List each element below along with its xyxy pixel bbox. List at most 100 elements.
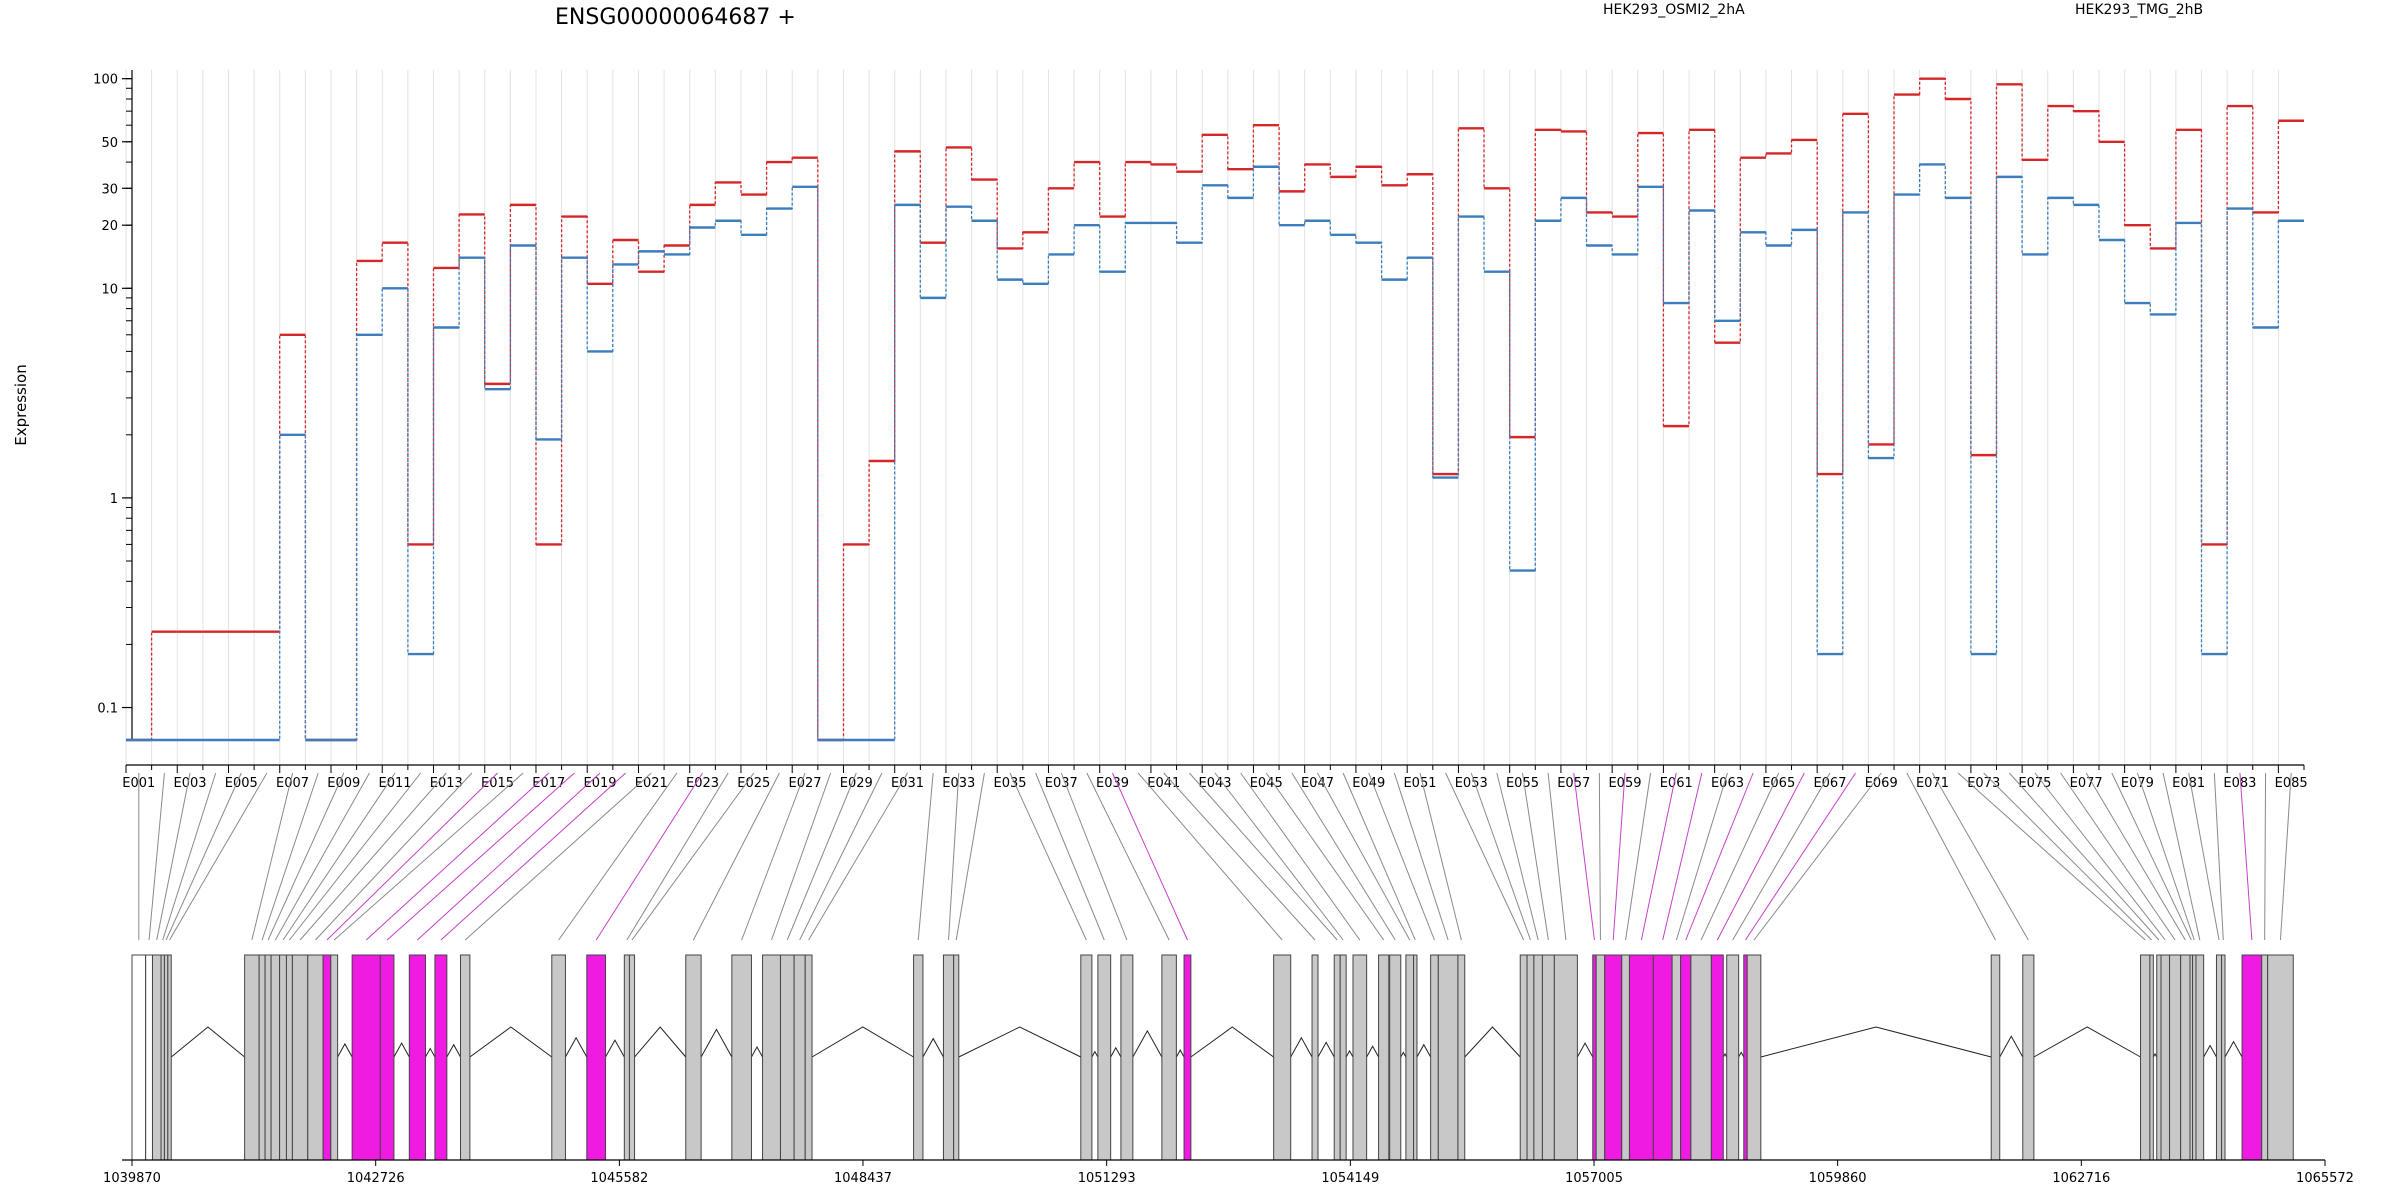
- exon-block: [586, 954, 607, 1161]
- intron-line: [1366, 1045, 1380, 1058]
- exon-connector: [1957, 772, 2146, 941]
- exon-block: [685, 954, 702, 1161]
- intron-line: [393, 1042, 410, 1058]
- exon-block: [2215, 954, 2223, 1161]
- exon-block: [322, 954, 332, 1161]
- exon-connector: [2239, 772, 2253, 941]
- exon-connector: [1598, 772, 1601, 941]
- y-tick-label: 100: [93, 73, 118, 88]
- genome-tick-label: 1045582: [590, 1171, 648, 1186]
- x-tick-label: E041: [1147, 776, 1180, 791]
- intron-line: [1464, 1026, 1521, 1058]
- intron-line: [605, 1039, 625, 1058]
- intron-line: [2033, 1026, 2141, 1058]
- exon-block: [1690, 954, 1712, 1161]
- exon-block: [1430, 954, 1439, 1161]
- exon-connector: [1685, 772, 1754, 941]
- exon-connector: [2213, 772, 2224, 941]
- x-tick-label: E043: [1198, 776, 1231, 791]
- chart-title: ENSG00000064687 +: [555, 5, 796, 30]
- exon-block: [1352, 954, 1368, 1161]
- exon-connector: [1189, 772, 1338, 941]
- genome-tick-label: 1062716: [2052, 1171, 2110, 1186]
- x-tick-label: E025: [737, 776, 770, 791]
- exon-connector: [1342, 772, 1416, 941]
- exon-connector: [1547, 772, 1567, 941]
- exon-connector: [299, 772, 447, 941]
- exon-connector: [1009, 772, 1087, 941]
- exon-connector: [692, 772, 780, 941]
- x-tick-label: E035: [993, 776, 1026, 791]
- exon-connector: [1573, 772, 1595, 941]
- exon-block: [379, 954, 395, 1161]
- exon-block: [953, 954, 960, 1161]
- y-tick-label: 50: [101, 136, 118, 151]
- exon-block: [1097, 954, 1112, 1161]
- exon-connector: [251, 772, 294, 941]
- y-tick-label: 0.1: [97, 702, 118, 717]
- exon-connector: [626, 772, 729, 941]
- x-tick-label: E039: [1096, 776, 1129, 791]
- exon-block: [459, 954, 471, 1161]
- exon-block: [160, 954, 165, 1161]
- exon-connector: [326, 772, 498, 941]
- exon-block: [2149, 954, 2154, 1161]
- exon-block: [264, 954, 272, 1161]
- exon-block: [351, 954, 381, 1161]
- exon-block: [762, 954, 781, 1161]
- exon-block: [2169, 954, 2182, 1161]
- exon-connector: [282, 772, 396, 941]
- exon-connector: [2188, 772, 2220, 941]
- exon-connector: [1470, 772, 1531, 941]
- exon-block: [270, 954, 281, 1161]
- x-tick-label: E013: [430, 776, 463, 791]
- exon-connector: [333, 772, 524, 941]
- exon-connector: [2085, 772, 2186, 941]
- x-tick-label: E017: [532, 776, 565, 791]
- exon-connector: [2264, 772, 2267, 941]
- exon-connector: [2279, 772, 2292, 941]
- intron-line: [1738, 1051, 1745, 1058]
- exon-connector: [2034, 772, 2166, 941]
- exon-block: [145, 954, 153, 1161]
- x-tick-label: E067: [1813, 776, 1846, 791]
- exon-connector: [1368, 772, 1435, 941]
- legend-entry-osmi2: HEK293_OSMI2_2hA: [1603, 2, 1745, 18]
- intron-line: [634, 1026, 687, 1058]
- exon-block: [1621, 954, 1630, 1161]
- exon-connector: [1983, 772, 2152, 941]
- exon-connector: [955, 772, 985, 941]
- exon-connector: [808, 772, 908, 941]
- gene-model: 1039870 1042726 1045582 1048437 1051293 10541…: [103, 772, 2354, 1186]
- exon-connector: [1265, 772, 1385, 941]
- exon-connector: [799, 772, 883, 941]
- exon-connector: [2008, 772, 2160, 941]
- exon-block: [1710, 954, 1724, 1161]
- x-tick-label: E075: [2018, 776, 2051, 791]
- x-tick-label: E027: [789, 776, 822, 791]
- intron-line: [337, 1042, 353, 1058]
- x-tick-label: E003: [174, 776, 207, 791]
- exon-block: [291, 954, 309, 1161]
- x-tick-label: E031: [891, 776, 924, 791]
- exon-block: [1519, 954, 1528, 1161]
- exon-connector: [162, 772, 217, 941]
- x-tick-label: E069: [1865, 776, 1898, 791]
- intron-line: [1175, 1049, 1185, 1058]
- intron-line: [1290, 1036, 1313, 1058]
- exon-connector: [1317, 772, 1411, 941]
- exon-block: [1526, 954, 1535, 1161]
- exon-connector: [1932, 772, 2029, 941]
- exon-connector: [440, 772, 626, 941]
- exon-connector: [289, 772, 422, 941]
- intron-line: [469, 1026, 553, 1058]
- exon-block: [1437, 954, 1459, 1161]
- intron-line: [922, 1037, 944, 1058]
- exon-connector: [1240, 772, 1361, 941]
- genome-tick-label: 1039870: [103, 1171, 161, 1186]
- exon-connector: [2162, 772, 2201, 941]
- genome-tick-label: 1054149: [1321, 1171, 1379, 1186]
- x-tick-label: E033: [942, 776, 975, 791]
- intron-line: [446, 1043, 461, 1058]
- exon-connector: [1393, 772, 1449, 941]
